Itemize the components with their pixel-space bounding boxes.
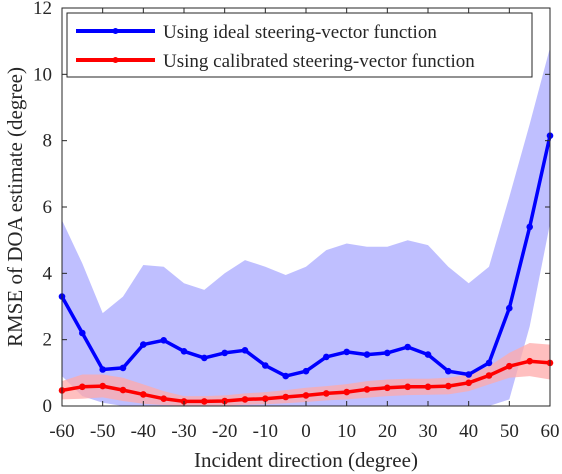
point-calibrated [323, 390, 330, 397]
x-tick-label: 60 [541, 421, 560, 442]
x-tick-label: -40 [131, 421, 156, 442]
point-ideal [119, 364, 127, 372]
y-tick-label: 6 [43, 197, 53, 218]
y-axis-title: RMSE of DOA estimate (degree) [3, 67, 27, 347]
x-tick-label: 20 [378, 421, 397, 442]
band-ideal [62, 47, 550, 407]
x-axis-ticks: -60 -50 -40 -30 -20 -10 0 10 20 30 40 50 60 [49, 8, 560, 442]
point-ideal [302, 367, 310, 375]
x-tick-label: 50 [500, 421, 519, 442]
series-markers [58, 132, 554, 405]
legend: Using ideal steering-vector function Usi… [66, 12, 533, 78]
point-ideal [140, 341, 147, 348]
x-tick-label: 0 [301, 421, 311, 442]
point-ideal [404, 343, 412, 351]
point-ideal [485, 359, 493, 367]
x-tick-label: -60 [49, 421, 74, 442]
point-calibrated [262, 395, 269, 403]
x-tick-label: -20 [212, 421, 237, 442]
point-ideal [384, 349, 391, 357]
x-tick-label: 40 [459, 421, 478, 442]
point-calibrated [140, 391, 147, 398]
point-calibrated [302, 392, 310, 399]
point-ideal [424, 351, 432, 358]
point-ideal [160, 337, 167, 344]
x-tick-label: -50 [90, 421, 115, 442]
point-ideal [363, 351, 371, 358]
point-ideal [343, 348, 351, 356]
point-ideal [282, 372, 290, 380]
x-tick-label: -10 [253, 421, 278, 442]
point-ideal [445, 367, 452, 375]
point-calibrated [485, 372, 493, 379]
point-calibrated [119, 386, 127, 394]
point-ideal [506, 304, 513, 312]
point-ideal [241, 347, 249, 354]
point-ideal [465, 371, 473, 378]
point-ideal [180, 348, 188, 355]
point-calibrated [99, 382, 106, 390]
y-tick-label: 0 [43, 396, 53, 417]
x-tick-label: 30 [419, 421, 438, 442]
legend-label-ideal: Using ideal steering-vector function [163, 22, 437, 43]
point-calibrated [201, 398, 208, 405]
legend-marker-calibrated [112, 57, 119, 63]
y-tick-label: 10 [33, 64, 52, 85]
point-calibrated [160, 395, 167, 403]
point-ideal [262, 362, 269, 369]
point-ideal [526, 223, 533, 231]
point-calibrated [445, 382, 452, 390]
point-ideal [221, 349, 228, 357]
point-ideal [79, 329, 86, 337]
point-calibrated [465, 379, 473, 387]
y-tick-label: 12 [33, 0, 52, 19]
x-axis-title: Incident direction (degree) [194, 448, 418, 472]
point-calibrated [282, 393, 290, 401]
legend-marker-ideal [112, 28, 119, 34]
legend-label-calibrated: Using calibrated steering-vector functio… [163, 51, 475, 72]
x-tick-label: -30 [171, 421, 196, 442]
point-ideal [323, 353, 330, 361]
point-calibrated [506, 362, 513, 370]
legend-box [66, 12, 533, 78]
y-tick-label: 2 [43, 330, 53, 351]
point-ideal [201, 354, 208, 362]
x-tick-label: 10 [337, 421, 356, 442]
point-calibrated [79, 383, 86, 391]
point-calibrated [424, 383, 432, 391]
y-tick-label: 8 [43, 131, 53, 152]
point-calibrated [241, 396, 249, 403]
point-calibrated [404, 383, 412, 391]
y-tick-label: 4 [43, 263, 53, 284]
point-calibrated [526, 357, 533, 365]
point-ideal [99, 366, 106, 373]
y-axis-ticks: 0 2 4 6 8 10 12 [33, 0, 550, 417]
point-calibrated [343, 388, 351, 396]
point-calibrated [384, 384, 391, 392]
point-calibrated [363, 386, 371, 393]
